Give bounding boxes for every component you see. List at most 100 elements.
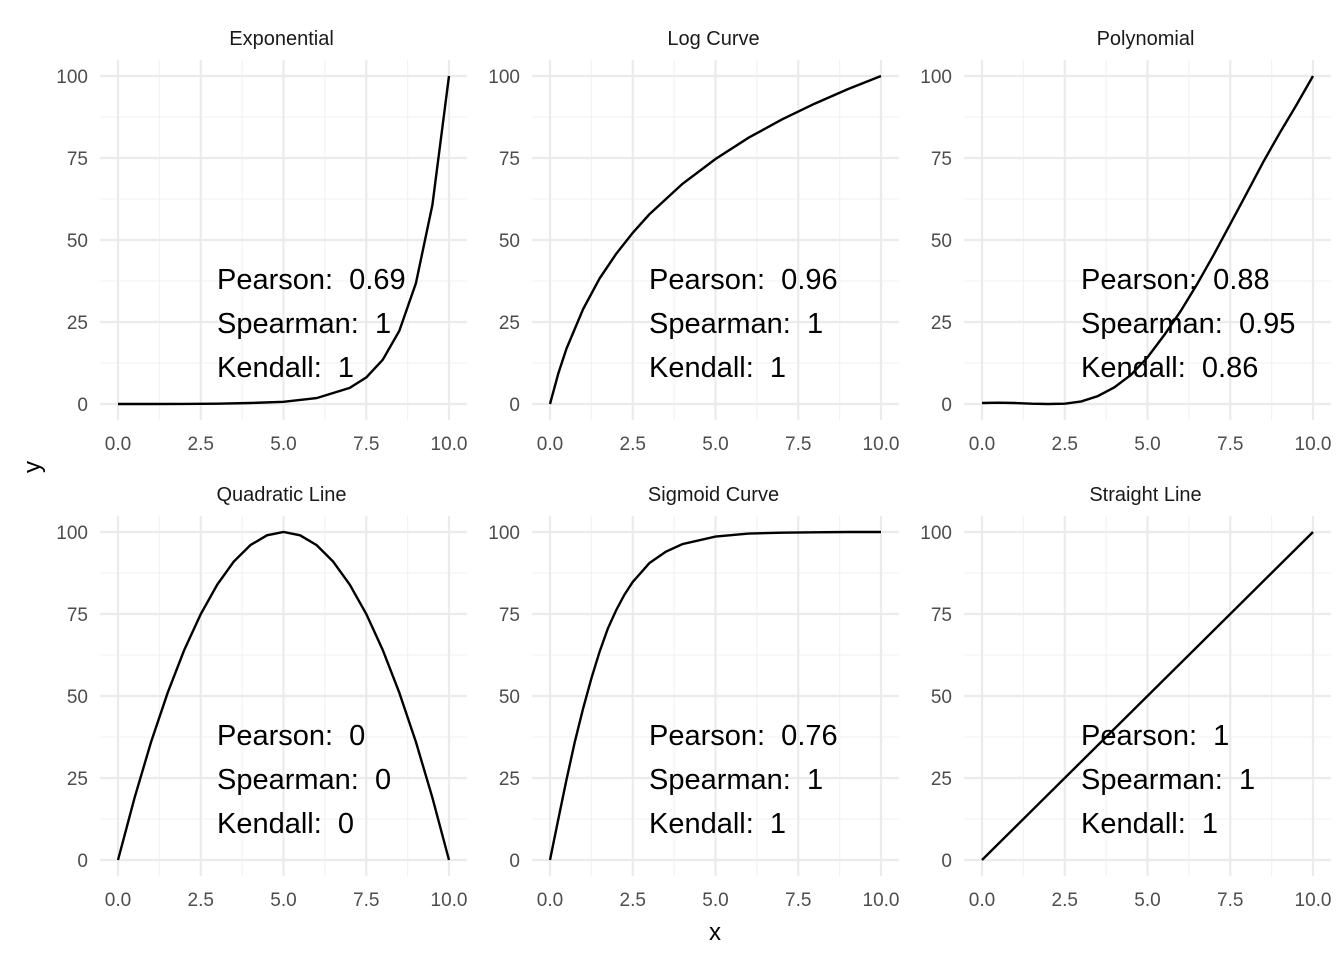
panel-1: 0.0 2.5 5.0 7.5 10.0 0 25 50 75 100 Exponential Pea… bbox=[56, 28, 467, 455]
panel-6: 0.0 2.5 5.0 7.5 10.0 0 25 50 75 100 Straight Line P… bbox=[920, 484, 1331, 911]
panel-title: Exponential bbox=[229, 28, 334, 50]
x-tick-label: 7.5 bbox=[1217, 890, 1243, 911]
y-tick-label: 100 bbox=[488, 523, 520, 544]
y-tick-label: 100 bbox=[920, 523, 952, 544]
x-tick-label: 7.5 bbox=[785, 434, 811, 455]
x-tick-label: 2.5 bbox=[1052, 434, 1078, 455]
y-tick-label: 50 bbox=[931, 687, 952, 708]
y-tick-label: 75 bbox=[67, 149, 88, 170]
y-tick-label: 100 bbox=[56, 67, 88, 88]
x-tick-label: 5.0 bbox=[270, 434, 296, 455]
x-tick-label: 0.0 bbox=[105, 434, 131, 455]
x-tick-label: 10.0 bbox=[431, 890, 468, 911]
correlation-kendall-label: Kendall: 0 bbox=[217, 808, 354, 840]
y-tick-label: 0 bbox=[77, 395, 88, 416]
x-tick-label: 10.0 bbox=[863, 890, 900, 911]
series-line bbox=[118, 75, 451, 406]
y-tick-label: 25 bbox=[67, 313, 88, 334]
y-tick-label: 100 bbox=[56, 523, 88, 544]
x-tick-label: 2.5 bbox=[620, 434, 646, 455]
x-tick-label: 7.5 bbox=[353, 434, 379, 455]
correlation-spearman-label: Spearman: 0.95 bbox=[1081, 308, 1295, 340]
x-tick-label: 10.0 bbox=[1295, 890, 1332, 911]
y-tick-label: 0 bbox=[77, 851, 88, 872]
series-line bbox=[548, 530, 881, 861]
y-tick-label: 50 bbox=[67, 231, 88, 252]
y-tick-label: 25 bbox=[931, 769, 952, 790]
x-tick-label: 10.0 bbox=[863, 434, 900, 455]
x-tick-label: 10.0 bbox=[1295, 434, 1332, 455]
y-tick-label: 100 bbox=[488, 67, 520, 88]
x-tick-label: 5.0 bbox=[702, 890, 728, 911]
panel-4: 0.0 2.5 5.0 7.5 10.0 0 25 50 75 100 Quadratic Line… bbox=[56, 484, 467, 911]
panel-title: Straight Line bbox=[1089, 484, 1201, 506]
y-tick-label: 75 bbox=[499, 149, 520, 170]
x-tick-label: 2.5 bbox=[188, 434, 214, 455]
x-tick-label: 0.0 bbox=[537, 890, 563, 911]
x-tick-label: 2.5 bbox=[620, 890, 646, 911]
x-tick-label: 0.0 bbox=[105, 890, 131, 911]
y-tick-label: 50 bbox=[67, 687, 88, 708]
panel-title: Polynomial bbox=[1097, 28, 1195, 50]
y-tick-label: 50 bbox=[499, 687, 520, 708]
panel-title: Quadratic Line bbox=[216, 484, 346, 506]
y-axis-title: y bbox=[19, 461, 46, 473]
series-line bbox=[981, 531, 1314, 861]
correlation-kendall-label: Kendall: 1 bbox=[1081, 808, 1218, 840]
y-tick-label: 100 bbox=[920, 67, 952, 88]
x-tick-label: 5.0 bbox=[270, 890, 296, 911]
correlation-spearman-label: Spearman: 0 bbox=[217, 764, 391, 796]
y-tick-label: 75 bbox=[931, 149, 952, 170]
x-tick-label: 2.5 bbox=[1052, 890, 1078, 911]
series-line bbox=[548, 74, 882, 405]
correlation-pearson-label: Pearson: 1 bbox=[1081, 720, 1229, 752]
panel-2: 0.0 2.5 5.0 7.5 10.0 0 25 50 75 100 Log Curve Pears… bbox=[488, 28, 899, 455]
x-tick-label: 0.0 bbox=[537, 434, 563, 455]
correlation-spearman-label: Spearman: 1 bbox=[649, 764, 823, 796]
correlation-kendall-label: Kendall: 1 bbox=[649, 352, 786, 384]
correlation-spearman-label: Spearman: 1 bbox=[649, 308, 823, 340]
y-tick-label: 75 bbox=[499, 605, 520, 626]
y-tick-label: 75 bbox=[931, 605, 952, 626]
y-tick-label: 25 bbox=[931, 313, 952, 334]
correlation-kendall-label: Kendall: 0.86 bbox=[1081, 352, 1258, 384]
y-tick-label: 0 bbox=[509, 395, 520, 416]
x-tick-label: 10.0 bbox=[431, 434, 468, 455]
x-tick-label: 7.5 bbox=[353, 890, 379, 911]
y-tick-label: 25 bbox=[499, 769, 520, 790]
y-tick-label: 25 bbox=[499, 313, 520, 334]
y-tick-label: 50 bbox=[499, 231, 520, 252]
series-line bbox=[116, 530, 451, 861]
panel-title: Log Curve bbox=[667, 28, 759, 50]
y-tick-label: 0 bbox=[509, 851, 520, 872]
y-tick-label: 0 bbox=[941, 851, 952, 872]
correlation-kendall-label: Kendall: 1 bbox=[217, 352, 354, 384]
y-tick-label: 0 bbox=[941, 395, 952, 416]
correlation-pearson-label: Pearson: 0.76 bbox=[649, 720, 838, 752]
series-line bbox=[981, 75, 1315, 406]
x-tick-label: 5.0 bbox=[702, 434, 728, 455]
correlation-pearson-label: Pearson: 0.69 bbox=[217, 264, 406, 296]
x-axis-title: x bbox=[709, 919, 721, 946]
y-tick-label: 50 bbox=[931, 231, 952, 252]
x-tick-label: 7.5 bbox=[1217, 434, 1243, 455]
panel-title: Sigmoid Curve bbox=[648, 484, 779, 506]
x-tick-label: 5.0 bbox=[1134, 890, 1160, 911]
panels-layer: 0.0 2.5 5.0 7.5 10.0 0 25 50 75 100 Exponential Pea… bbox=[56, 28, 1331, 911]
x-tick-label: 5.0 bbox=[1134, 434, 1160, 455]
y-tick-label: 25 bbox=[67, 769, 88, 790]
panel-5: 0.0 2.5 5.0 7.5 10.0 0 25 50 75 100 Sigmoid Curve P… bbox=[488, 484, 899, 911]
correlation-spearman-label: Spearman: 1 bbox=[217, 308, 391, 340]
x-tick-label: 0.0 bbox=[969, 434, 995, 455]
correlation-spearman-label: Spearman: 1 bbox=[1081, 764, 1255, 796]
correlation-pearson-label: Pearson: 0.96 bbox=[649, 264, 838, 296]
y-tick-label: 75 bbox=[67, 605, 88, 626]
correlation-kendall-label: Kendall: 1 bbox=[649, 808, 786, 840]
panel-3: 0.0 2.5 5.0 7.5 10.0 0 25 50 75 100 Polynomial Pear… bbox=[920, 28, 1331, 455]
correlation-pearson-label: Pearson: 0.88 bbox=[1081, 264, 1270, 296]
x-tick-label: 7.5 bbox=[785, 890, 811, 911]
x-tick-label: 0.0 bbox=[969, 890, 995, 911]
x-tick-label: 2.5 bbox=[188, 890, 214, 911]
correlation-pearson-label: Pearson: 0 bbox=[217, 720, 365, 752]
